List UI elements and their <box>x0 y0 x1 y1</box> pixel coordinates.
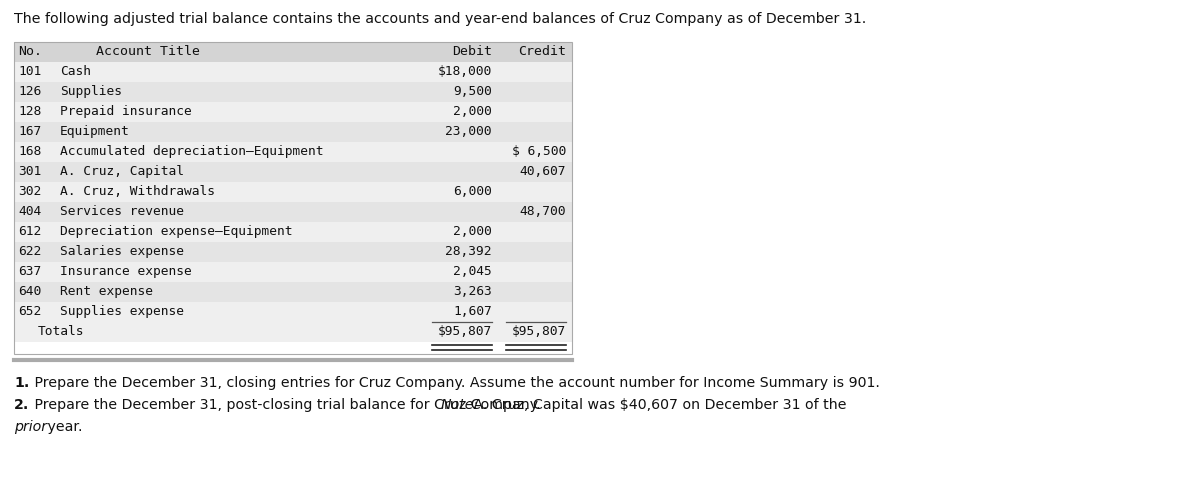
Text: Supplies: Supplies <box>60 85 122 98</box>
Text: A. Cruz, Withdrawals: A. Cruz, Withdrawals <box>60 185 215 198</box>
Bar <box>14 282 572 302</box>
Text: prior: prior <box>14 420 47 434</box>
Bar <box>14 42 572 354</box>
Text: No.: No. <box>18 45 42 58</box>
Text: 3,263: 3,263 <box>454 285 492 298</box>
Bar <box>14 262 572 282</box>
Text: 2.: 2. <box>14 398 29 412</box>
Bar <box>14 182 572 202</box>
Text: Insurance expense: Insurance expense <box>60 265 192 278</box>
Text: 2,000: 2,000 <box>454 225 492 238</box>
Bar <box>14 62 572 82</box>
Text: 612: 612 <box>18 225 41 238</box>
Bar <box>14 202 572 222</box>
Text: 652: 652 <box>18 305 41 318</box>
Text: 23,000: 23,000 <box>445 125 492 138</box>
Text: 126: 126 <box>18 85 41 98</box>
Bar <box>14 102 572 122</box>
Bar <box>14 242 572 262</box>
Text: Prepaid insurance: Prepaid insurance <box>60 105 192 118</box>
Bar <box>14 162 572 182</box>
Text: Salaries expense: Salaries expense <box>60 245 184 258</box>
Text: 128: 128 <box>18 105 41 118</box>
Bar <box>14 42 572 62</box>
Text: 637: 637 <box>18 265 41 278</box>
Bar <box>14 142 572 162</box>
Text: Services revenue: Services revenue <box>60 205 184 218</box>
Text: Supplies expense: Supplies expense <box>60 305 184 318</box>
Text: Totals: Totals <box>38 325 84 338</box>
Text: 40,607: 40,607 <box>520 165 566 178</box>
Text: year.: year. <box>43 420 83 434</box>
Text: Accumulated depreciation–Equipment: Accumulated depreciation–Equipment <box>60 145 324 158</box>
Text: 2,045: 2,045 <box>454 265 492 278</box>
Text: Account Title: Account Title <box>96 45 200 58</box>
Text: The following adjusted trial balance contains the accounts and year-end balances: The following adjusted trial balance con… <box>14 12 866 26</box>
Text: Note:: Note: <box>440 398 479 412</box>
Text: Depreciation expense–Equipment: Depreciation expense–Equipment <box>60 225 293 238</box>
Bar <box>14 122 572 142</box>
Text: 167: 167 <box>18 125 41 138</box>
Text: 2,000: 2,000 <box>454 105 492 118</box>
Text: $95,807: $95,807 <box>438 325 492 338</box>
Text: Cash: Cash <box>60 65 91 78</box>
Bar <box>14 322 572 342</box>
Text: Equipment: Equipment <box>60 125 130 138</box>
Text: $95,807: $95,807 <box>511 325 566 338</box>
Text: 48,700: 48,700 <box>520 205 566 218</box>
Text: 28,392: 28,392 <box>445 245 492 258</box>
Bar <box>14 222 572 242</box>
Text: 640: 640 <box>18 285 41 298</box>
Text: 101: 101 <box>18 65 41 78</box>
Text: $18,000: $18,000 <box>438 65 492 78</box>
Text: 168: 168 <box>18 145 41 158</box>
Text: A. Cruz, Capital was $40,607 on December 31 of the: A. Cruz, Capital was $40,607 on December… <box>469 398 847 412</box>
Text: Prepare the December 31, post-closing trial balance for Cruz Company.: Prepare the December 31, post-closing tr… <box>30 398 545 412</box>
Text: 6,000: 6,000 <box>454 185 492 198</box>
Bar <box>14 82 572 102</box>
Text: Credit: Credit <box>518 45 566 58</box>
Bar <box>14 302 572 322</box>
Text: 1.: 1. <box>14 376 29 390</box>
Text: 302: 302 <box>18 185 41 198</box>
Text: 301: 301 <box>18 165 41 178</box>
Text: Prepare the December 31, closing entries for Cruz Company. Assume the account nu: Prepare the December 31, closing entries… <box>30 376 880 390</box>
Text: 622: 622 <box>18 245 41 258</box>
Text: Rent expense: Rent expense <box>60 285 154 298</box>
Text: Debit: Debit <box>452 45 492 58</box>
Text: $ 6,500: $ 6,500 <box>511 145 566 158</box>
Text: 404: 404 <box>18 205 41 218</box>
Text: 1,607: 1,607 <box>454 305 492 318</box>
Text: A. Cruz, Capital: A. Cruz, Capital <box>60 165 184 178</box>
Text: 9,500: 9,500 <box>454 85 492 98</box>
